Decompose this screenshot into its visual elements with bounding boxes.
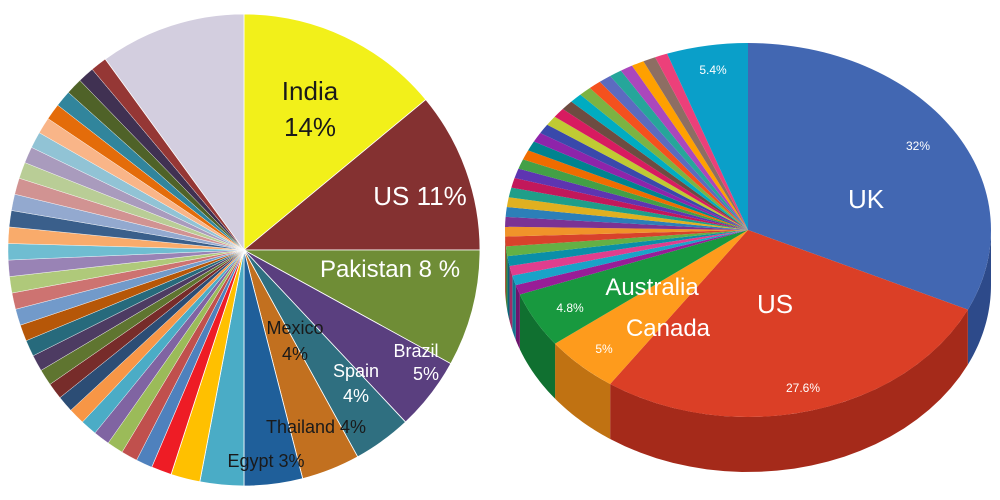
small-slice-side — [505, 236, 506, 302]
small-slice-side — [507, 256, 510, 321]
small-slice — [589, 81, 748, 230]
small-slice — [506, 197, 748, 230]
pie-chart-2: UK 32% US 27.6% Canada 5% Australia 4.8% 5.4% — [505, 43, 991, 472]
small-slice — [643, 57, 748, 230]
slice-label-us-value: 27.6% — [786, 381, 820, 395]
small-slice — [522, 150, 748, 230]
slice-canada-side — [555, 343, 611, 439]
slice-label-canada-value: 5% — [595, 342, 613, 356]
pie-side-walls — [505, 230, 991, 472]
slice-label-spain-value: 4% — [343, 386, 369, 406]
small-slice — [505, 207, 748, 230]
small-slice-side — [512, 275, 516, 341]
small-slice — [562, 101, 748, 231]
slice-label-spain: Spain — [333, 361, 379, 381]
slice-label-brazil: Brazil — [393, 341, 438, 361]
small-slice — [512, 230, 748, 286]
small-slice — [505, 226, 748, 237]
slice-label-australia-value: 4.8% — [556, 301, 584, 315]
slice-label-australia: Australia — [605, 274, 699, 301]
small-slice — [533, 132, 748, 230]
slice-uk-side — [967, 230, 991, 365]
small-slice — [509, 230, 748, 276]
slice-us-side — [610, 309, 968, 472]
small-slice — [515, 230, 748, 295]
slice-label-mexico-value: 4% — [282, 344, 308, 364]
slice-label-thailand: Thailand 4% — [266, 417, 366, 437]
slice-india — [243, 13, 427, 251]
small-slice-side — [515, 285, 520, 350]
slice-label-canada: Canada — [626, 315, 711, 342]
small-slice — [505, 216, 748, 230]
slice-label-india: India — [282, 76, 339, 106]
slice-us — [610, 230, 968, 417]
small-slice — [620, 65, 748, 231]
slice-label-egypt: Egypt 3% — [227, 451, 304, 471]
small-slice — [571, 94, 748, 231]
small-slice — [540, 124, 748, 230]
slice-label-uk: UK — [848, 184, 885, 214]
small-slice — [514, 168, 748, 230]
slice-label-us: US 11% — [373, 181, 466, 211]
slice-slice — [104, 13, 245, 252]
slice-label-uk-value: 32% — [906, 139, 930, 153]
slice-australia — [519, 230, 748, 344]
small-slice — [505, 230, 748, 247]
small-slice — [632, 61, 748, 231]
slice-label-us: US — [757, 289, 793, 319]
small-slice — [518, 159, 748, 230]
slice-label-value-5: 5.4% — [699, 63, 727, 77]
small-slice — [507, 230, 748, 266]
small-slice — [528, 141, 748, 230]
slice-us — [242, 99, 481, 251]
slice-canada — [555, 230, 748, 384]
small-slice-side — [509, 265, 513, 331]
slice-australia-side — [519, 294, 556, 399]
small-slice — [580, 88, 748, 230]
slice-label-india-value: 14% — [284, 112, 336, 142]
slice-label-brazil-value: 5% — [413, 364, 439, 384]
small-slice — [505, 230, 748, 257]
slice-slice — [667, 43, 748, 230]
small-slice — [547, 116, 748, 230]
slice-label-mexico: Mexico — [266, 318, 323, 338]
slice-uk — [748, 43, 991, 310]
small-slice — [554, 109, 748, 230]
small-slice — [610, 70, 748, 231]
small-slice — [511, 178, 748, 230]
slice-label-pakistan: Pakistan 8 % — [320, 256, 460, 283]
small-slice — [655, 53, 748, 230]
small-slice-side — [505, 246, 508, 312]
small-slice — [599, 76, 748, 230]
slice-pakistan — [243, 249, 481, 365]
pie-chart-1: India 14% US 11% Pakistan 8 % Brazil 5% Spain 4… — [7, 13, 481, 487]
small-slice — [508, 187, 748, 230]
